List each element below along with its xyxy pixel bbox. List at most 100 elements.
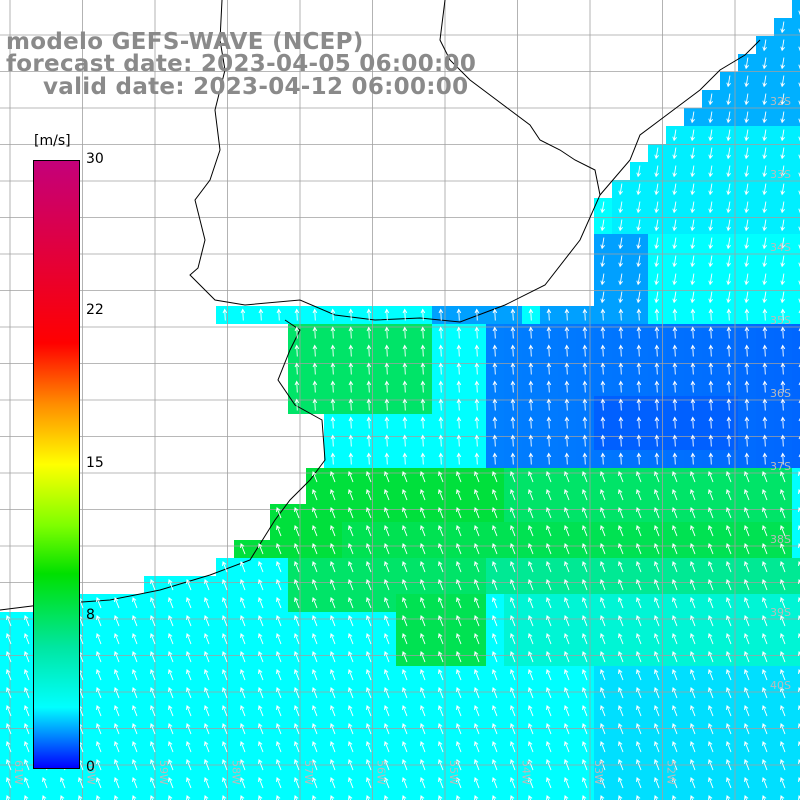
wind-arrow [186, 759, 192, 771]
wind-arrow [780, 165, 785, 178]
wind-arrow [582, 741, 588, 753]
wind-arrow [726, 93, 731, 106]
wind-arrow [330, 561, 336, 573]
wind-arrow [402, 308, 408, 321]
wind-arrow [690, 597, 696, 609]
wind-arrow [726, 777, 732, 789]
wind-arrow [708, 579, 714, 591]
wind-arrow [762, 147, 767, 160]
wind-arrow [582, 543, 588, 555]
wind-arrow [780, 398, 786, 411]
wind-arrow [564, 579, 570, 591]
wind-arrow [654, 687, 660, 699]
wind-arrow [708, 308, 714, 321]
wind-arrow [690, 669, 696, 681]
wind-arrow [708, 416, 714, 429]
wind-arrow [312, 471, 318, 483]
wind-arrow [744, 57, 749, 70]
wind-arrow [708, 237, 713, 250]
wind-arrow [258, 669, 264, 681]
wind-arrow [726, 380, 732, 393]
wind-arrow [546, 543, 552, 555]
wind-arrow [366, 597, 372, 609]
wind-arrow [294, 777, 300, 789]
wind-arrow [726, 183, 731, 196]
wind-arrow [402, 507, 408, 519]
wind-arrow [654, 183, 659, 196]
wind-arrow [24, 669, 30, 681]
wind-arrow [204, 777, 210, 789]
wind-arrow [294, 344, 300, 357]
wind-arrow [492, 597, 498, 609]
wind-arrow [654, 777, 660, 789]
wind-arrow [744, 416, 750, 429]
wind-arrow [654, 255, 659, 268]
wind-arrow [636, 471, 642, 483]
valid-date: valid date: 2023-04-12 06:00:00 [43, 74, 469, 100]
wind-arrow [654, 795, 659, 800]
wind-arrow [510, 669, 516, 681]
wind-arrow [168, 633, 174, 645]
wind-arrow [456, 380, 462, 393]
wind-arrow [744, 615, 750, 627]
wind-arrow [654, 525, 660, 537]
wind-arrow [24, 705, 30, 717]
wind-arrow [762, 669, 768, 681]
wind-arrow [366, 362, 372, 375]
wind-arrow [672, 579, 678, 591]
wind-arrow [438, 380, 444, 393]
wind-arrow [492, 416, 498, 429]
wind-arrow [762, 723, 768, 735]
wind-arrow [672, 165, 677, 178]
wind-arrow [276, 651, 282, 663]
wind-arrow [510, 651, 516, 663]
wind-arrow [312, 398, 318, 411]
wind-arrow [384, 633, 390, 645]
wind-arrow [636, 633, 642, 645]
wind-arrow [636, 669, 642, 681]
wind-arrow [744, 687, 750, 699]
wind-arrow [762, 741, 768, 753]
wind-arrow [654, 201, 659, 214]
wind-arrow [510, 434, 516, 447]
wind-arrow [798, 100, 800, 106]
wind-arrow [582, 651, 588, 663]
wind-arrow [798, 118, 800, 124]
wind-arrow [168, 759, 174, 771]
wind-speed-cell [486, 792, 504, 800]
wind-speed-cell [612, 792, 630, 800]
wind-arrow [762, 344, 768, 357]
wind-arrow [366, 561, 372, 573]
wind-arrow [564, 705, 570, 717]
latitude-label: 32S [770, 95, 791, 108]
wind-speed-cell [126, 792, 144, 800]
wind-arrow [456, 687, 462, 699]
wind-arrow [528, 723, 534, 735]
wind-arrow [708, 111, 713, 124]
wind-speed-cell [270, 792, 288, 800]
wind-arrow [402, 434, 408, 447]
wind-arrow [528, 308, 534, 321]
wind-arrow [258, 633, 264, 645]
wind-arrow [510, 759, 516, 771]
wind-arrow [726, 398, 732, 411]
wind-arrow [708, 489, 714, 501]
wind-arrow [600, 398, 606, 411]
wind-arrow [456, 434, 462, 447]
wind-arrow [330, 398, 336, 411]
wind-arrow [654, 380, 660, 393]
wind-arrow [24, 633, 30, 645]
wind-arrow [438, 561, 444, 573]
wind-arrow [708, 273, 713, 286]
wind-arrow [348, 489, 354, 501]
wind-arrow [420, 434, 426, 447]
wind-arrow [276, 669, 282, 681]
wind-arrow [690, 147, 695, 160]
wind-arrow [456, 543, 462, 555]
wind-arrow [618, 219, 623, 232]
wind-arrow [726, 344, 732, 357]
wind-arrow [582, 380, 588, 393]
wind-arrow [474, 471, 480, 483]
wind-arrow [744, 507, 750, 519]
wind-arrow [744, 183, 749, 196]
